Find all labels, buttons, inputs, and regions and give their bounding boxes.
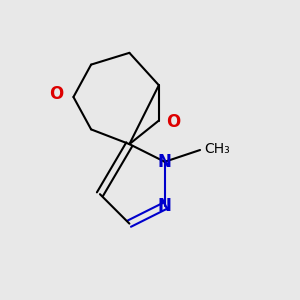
Text: O: O xyxy=(49,85,63,103)
Text: O: O xyxy=(167,113,181,131)
Text: CH₃: CH₃ xyxy=(205,142,230,155)
Text: N: N xyxy=(158,197,172,215)
Text: N: N xyxy=(158,153,172,171)
